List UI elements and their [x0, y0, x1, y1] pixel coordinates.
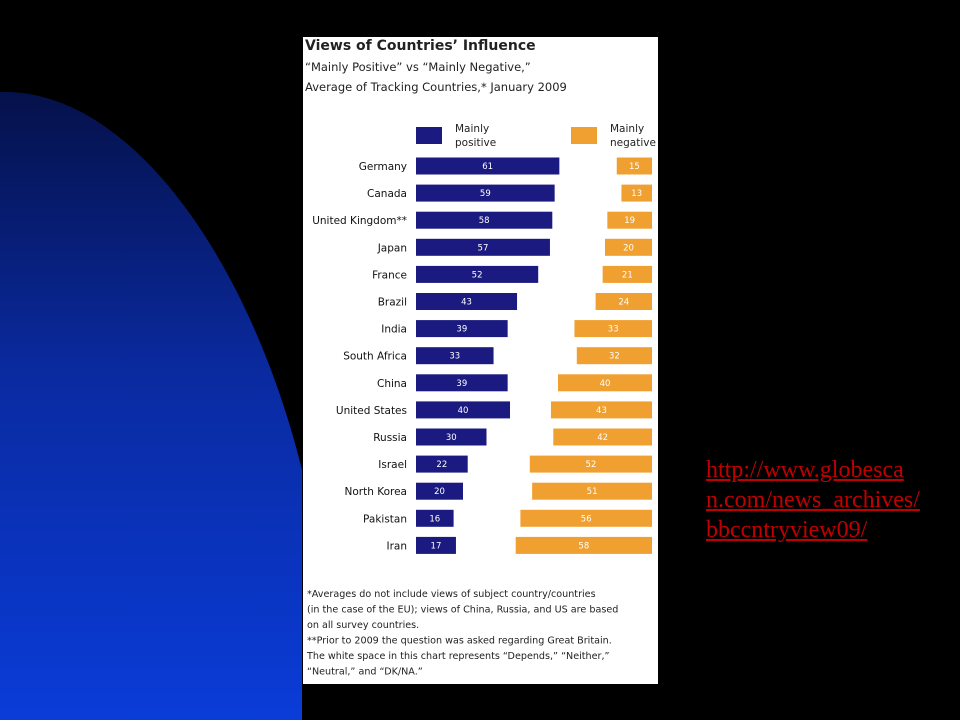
- bar-positive: [416, 320, 508, 338]
- bar-positive: [416, 482, 463, 500]
- category-label: Brazil: [378, 297, 407, 309]
- bar-negative: [550, 401, 652, 419]
- value-label-negative: 42: [597, 433, 608, 443]
- value-label-negative: 40: [600, 379, 611, 389]
- category-label: Iran: [386, 540, 407, 552]
- bar-negative: [574, 320, 652, 338]
- bar-positive: [416, 184, 555, 202]
- bar-negative: [576, 347, 652, 365]
- bar-negative: [595, 293, 652, 310]
- value-label-positive: 40: [458, 406, 469, 416]
- value-label-negative: 21: [622, 270, 633, 280]
- bar-negative: [532, 482, 652, 500]
- category-label: United Kingdom**: [312, 215, 407, 227]
- legend-label-positive-line-1: Mainly: [455, 123, 489, 135]
- bar-negative: [602, 265, 652, 283]
- value-label-positive: 58: [479, 216, 490, 226]
- value-label-negative: 13: [631, 189, 642, 199]
- bar-positive: [416, 455, 468, 473]
- footnote-line: “Neutral,” and “DK/NA.”: [307, 667, 423, 678]
- value-label-negative: 20: [623, 243, 634, 253]
- value-label-negative: 52: [585, 460, 596, 470]
- bar-positive: [416, 293, 518, 310]
- bar-negative: [553, 428, 652, 446]
- bar-negative: [605, 238, 652, 256]
- bar-negative: [607, 211, 652, 229]
- value-label-negative: 24: [618, 298, 629, 308]
- category-label: Germany: [359, 161, 407, 173]
- value-label-positive: 30: [446, 433, 457, 443]
- category-label: Israel: [378, 459, 407, 471]
- value-label-positive: 39: [456, 379, 467, 389]
- legend-swatch-negative: [571, 127, 597, 144]
- chart-subtitle-line-1: “Mainly Positive” vs “Mainly Negative,”: [305, 60, 531, 74]
- chart-panel: Views of Countries’ Influence “Mainly Po…: [303, 37, 658, 684]
- bar-chart: Views of Countries’ Influence “Mainly Po…: [305, 38, 656, 678]
- value-label-negative: 15: [629, 162, 640, 172]
- category-label: Canada: [367, 188, 407, 200]
- chart-title: Views of Countries’ Influence: [305, 38, 536, 54]
- bar-negative: [520, 509, 652, 527]
- value-label-negative: 43: [596, 406, 607, 416]
- category-label: South Africa: [343, 351, 407, 363]
- value-label-negative: 19: [624, 216, 635, 226]
- bar-positive: [416, 536, 456, 554]
- value-label-negative: 33: [608, 325, 619, 335]
- category-label: United States: [336, 405, 407, 417]
- value-label-positive: 33: [449, 352, 460, 362]
- value-label-positive: 17: [431, 541, 442, 551]
- footnotes: *Averages do not include views of subjec…: [306, 589, 618, 678]
- footnote-line: (in the case of the EU); views of China,…: [307, 605, 618, 616]
- chart-subtitle-line-2: Average of Tracking Countries,* January …: [305, 80, 567, 94]
- legend-swatch-positive: [416, 127, 442, 144]
- source-link[interactable]: http://www.globescan.com/news_archives/b…: [706, 457, 920, 543]
- category-label: India: [381, 324, 407, 336]
- category-label: France: [372, 269, 407, 281]
- footnote-line: *Averages do not include views of subjec…: [307, 589, 596, 600]
- category-label: Russia: [373, 432, 407, 444]
- bar-negative: [558, 374, 652, 392]
- bar-positive: [416, 347, 494, 365]
- bars-group: Germany 61 15 Canada 59 13 United Kingdom** 58 1…: [312, 157, 652, 554]
- value-label-positive: 59: [480, 189, 491, 199]
- value-label-negative: 51: [587, 487, 598, 497]
- blue-curved-shape: [0, 91, 302, 720]
- value-label-positive: 43: [461, 298, 472, 308]
- bar-positive: [416, 509, 454, 527]
- bar-negative: [616, 157, 652, 175]
- bar-positive: [416, 238, 550, 256]
- value-label-positive: 52: [472, 270, 483, 280]
- legend-label-positive-line-2: positive: [455, 137, 496, 149]
- category-label: Pakistan: [363, 513, 407, 525]
- footnote-line: **Prior to 2009 the question was asked r…: [307, 636, 612, 647]
- value-label-positive: 39: [456, 325, 467, 335]
- footnote-line: The white space in this chart represents…: [306, 651, 610, 662]
- bar-positive: [416, 157, 560, 175]
- value-label-negative: 58: [578, 541, 589, 551]
- value-label-negative: 56: [581, 514, 592, 524]
- category-label: Japan: [377, 242, 407, 254]
- legend-label-negative-line-1: Mainly: [610, 123, 644, 135]
- value-label-positive: 61: [482, 162, 493, 172]
- bar-positive: [416, 428, 487, 446]
- bar-positive: [416, 265, 539, 283]
- value-label-positive: 20: [434, 487, 445, 497]
- category-label: China: [377, 378, 407, 390]
- legend-label-negative-line-2: negative: [610, 137, 656, 149]
- value-label-negative: 32: [609, 352, 620, 362]
- bar-negative: [621, 184, 652, 202]
- value-label-positive: 16: [429, 514, 440, 524]
- bar-positive: [416, 211, 553, 229]
- value-label-positive: 22: [436, 460, 447, 470]
- value-label-positive: 57: [478, 243, 489, 253]
- footnote-line: on all survey countries.: [307, 620, 419, 631]
- bar-negative: [515, 536, 652, 554]
- bar-positive: [416, 401, 510, 419]
- bar-positive: [416, 374, 508, 392]
- bar-negative: [529, 455, 652, 473]
- category-label: North Korea: [345, 486, 407, 498]
